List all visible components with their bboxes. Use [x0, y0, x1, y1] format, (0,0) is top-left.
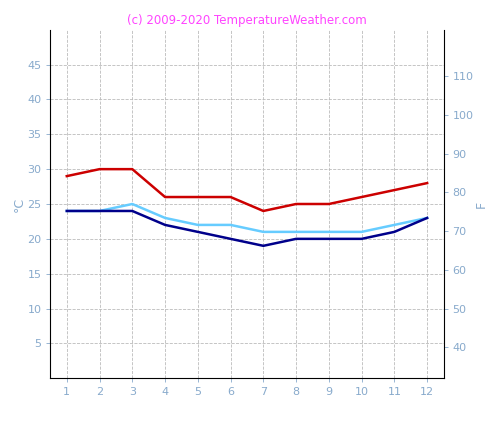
- Y-axis label: F: F: [475, 201, 488, 207]
- Title: (c) 2009-2020 TemperatureWeather.com: (c) 2009-2020 TemperatureWeather.com: [127, 14, 367, 27]
- Y-axis label: °C: °C: [13, 196, 26, 212]
